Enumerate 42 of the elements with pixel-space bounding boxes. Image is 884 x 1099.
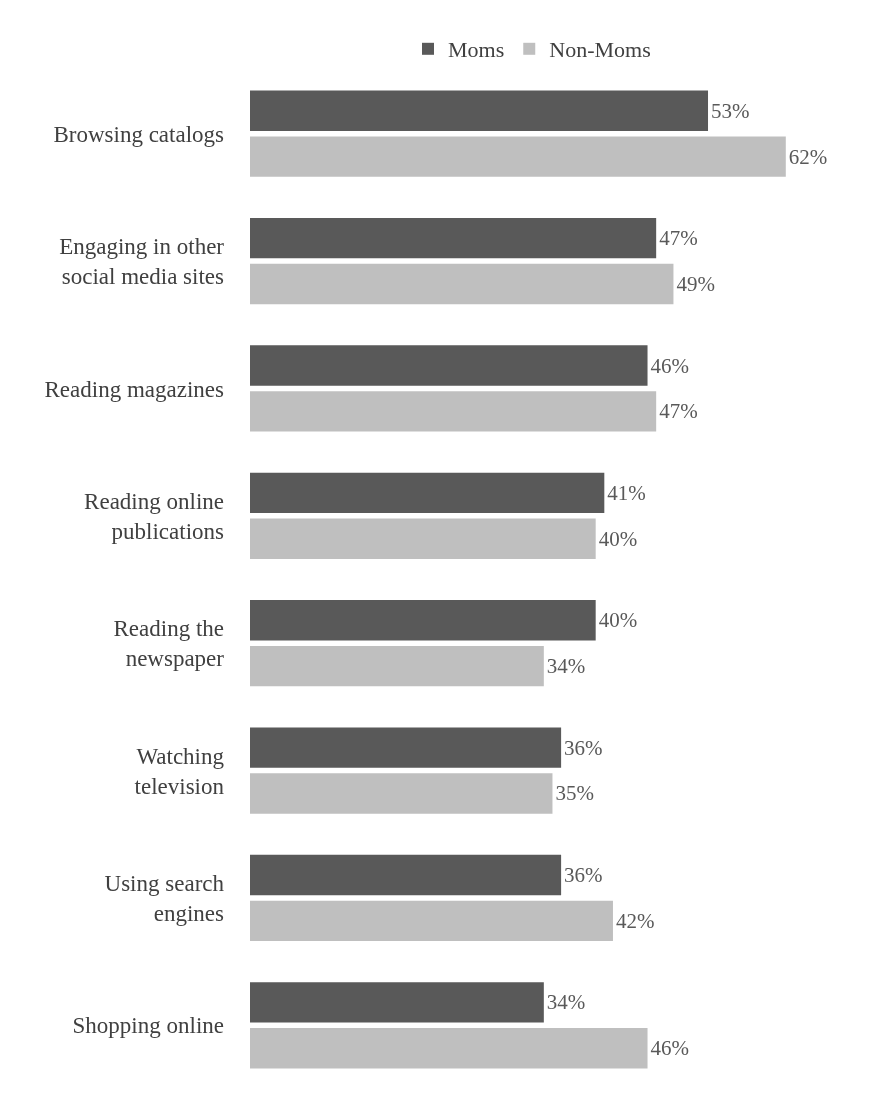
y-tick-label: Engaging in other social media sites bbox=[59, 234, 225, 290]
bar bbox=[250, 982, 544, 1023]
bar bbox=[250, 90, 709, 131]
y-tick-label: Browsing catalogs bbox=[53, 121, 225, 147]
bar bbox=[250, 600, 596, 641]
data-label: 42% bbox=[615, 908, 655, 933]
y-tick-label: Watching television bbox=[134, 743, 225, 799]
bar bbox=[250, 854, 562, 896]
data-label: 34% bbox=[546, 990, 586, 1015]
bar bbox=[250, 645, 544, 687]
bar bbox=[250, 391, 657, 432]
data-label: 36% bbox=[564, 863, 603, 888]
data-label: 41% bbox=[607, 480, 646, 505]
data-label: 53% bbox=[711, 98, 750, 123]
bar bbox=[250, 900, 613, 942]
legend-label: Moms bbox=[448, 37, 505, 63]
bar bbox=[250, 217, 657, 259]
bar bbox=[250, 727, 562, 768]
data-label: 49% bbox=[676, 271, 715, 296]
data-label: 34% bbox=[546, 654, 586, 679]
data-label: 62% bbox=[788, 144, 828, 169]
y-tick-label: Reading magazines bbox=[44, 376, 225, 402]
data-label: 47% bbox=[659, 399, 698, 424]
y-tick-label: Reading the newspaper bbox=[113, 616, 225, 672]
data-label: 46% bbox=[650, 1036, 690, 1061]
data-label: 47% bbox=[659, 226, 698, 251]
bar bbox=[250, 1028, 648, 1069]
data-label: 35% bbox=[555, 781, 594, 806]
bar bbox=[250, 345, 648, 386]
legend-label: Non-Moms bbox=[549, 37, 651, 63]
bar bbox=[250, 518, 596, 559]
bar bbox=[250, 136, 786, 177]
data-label: 40% bbox=[598, 526, 638, 551]
y-tick-label: Using search engines bbox=[104, 871, 225, 926]
data-label: 46% bbox=[650, 353, 690, 378]
bar bbox=[250, 472, 605, 514]
y-tick-label: Reading online publications bbox=[84, 488, 225, 544]
bar bbox=[250, 263, 674, 305]
y-tick-label: Shopping online bbox=[72, 1013, 224, 1039]
data-label: 36% bbox=[564, 735, 603, 760]
data-label: 40% bbox=[598, 608, 638, 633]
bar bbox=[250, 773, 553, 814]
